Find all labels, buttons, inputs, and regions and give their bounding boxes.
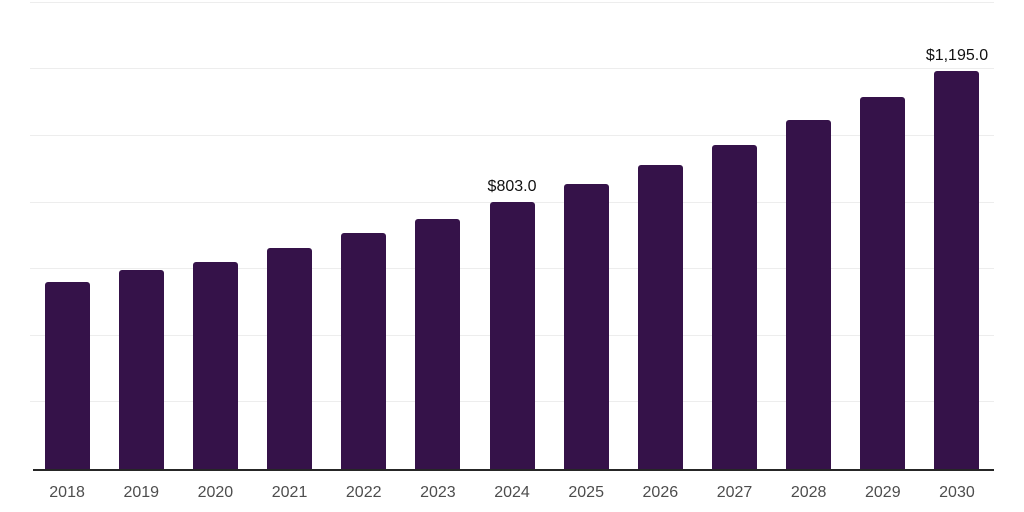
x-axis-tick-labels: 2018 2019 2020 2021 2022 2023 2024 2025 2026 2027…	[30, 483, 994, 502]
x-tick-label-2028: 2028	[790, 484, 827, 501]
gridline-1200	[30, 68, 994, 70]
x-tick-label-2024: 2024	[494, 484, 530, 501]
bar-slot-2024: $803.0	[475, 0, 549, 469]
x-axis-line	[33, 469, 994, 471]
x-tick-label-2026: 2026	[642, 484, 679, 501]
bar-2025	[563, 183, 609, 469]
bar-2019	[118, 269, 164, 469]
x-tick-label-2023: 2023	[420, 484, 456, 501]
gridline-1000	[30, 135, 994, 136]
bar-2018	[44, 282, 90, 469]
bar-2028	[786, 120, 832, 469]
bar-slot-2020	[178, 0, 252, 469]
bar-2020	[192, 261, 238, 469]
bar-2021	[267, 247, 313, 469]
bar-slot-2021	[252, 0, 326, 469]
bar-slot-2025	[549, 0, 623, 469]
bar-slot-2029	[846, 0, 920, 469]
x-tick-label-2022: 2022	[345, 484, 382, 501]
bar-slot-2026	[623, 0, 697, 469]
plot-area: $803.0 $1,195.0	[30, 0, 994, 471]
bars: $803.0 $1,195.0	[30, 0, 994, 469]
bar-slot-2030: $1,195.0	[920, 0, 994, 469]
x-tick-label-2021: 2021	[271, 484, 308, 501]
bar-slot-2023	[401, 0, 475, 469]
bar-slot-2028	[772, 0, 846, 469]
bar-slot-2019	[104, 0, 178, 469]
bar-2029	[860, 97, 906, 469]
bar-2022	[341, 232, 387, 469]
bar-2030	[934, 71, 980, 469]
bar-slot-2027	[697, 0, 771, 469]
bar-value-label-2024: $803.0	[487, 177, 537, 195]
x-tick-label-2030: 2030	[939, 484, 975, 501]
x-tick-label-2020: 2020	[197, 484, 234, 501]
x-tick-label-2027: 2027	[716, 484, 753, 501]
x-tick-label-2025: 2025	[568, 484, 604, 501]
x-tick-label-2029: 2029	[865, 484, 901, 501]
x-tick-label-2018: 2018	[49, 484, 85, 501]
bar-slot-2018	[30, 0, 104, 469]
bar-slot-2022	[327, 0, 401, 469]
gridline-1400	[30, 1, 994, 3]
bar-2024	[489, 201, 535, 469]
bar-2026	[637, 164, 683, 469]
bar-2027	[711, 144, 757, 469]
bar-value-label-2030: $1,195.0	[925, 47, 989, 65]
x-tick-label-2019: 2019	[123, 484, 160, 501]
bar-2023	[415, 218, 461, 469]
